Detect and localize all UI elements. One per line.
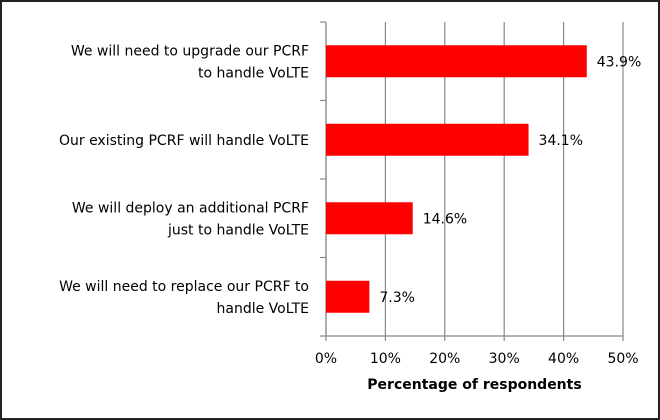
category-label: We will need to upgrade our PCRF <box>71 43 309 59</box>
category-label: We will need to replace our PCRF to <box>59 279 309 295</box>
category-label: Our existing PCRF will handle VoLTE <box>59 133 309 149</box>
category-label: We will deploy an additional PCRF <box>72 200 309 216</box>
data-label: 34.1% <box>539 133 583 149</box>
x-tick-label: 50% <box>607 351 638 367</box>
bar <box>326 45 587 78</box>
category-label: to handle VoLTE <box>198 65 309 81</box>
data-label: 7.3% <box>379 290 415 306</box>
bar <box>326 280 370 313</box>
x-tick-label: 0% <box>315 351 337 367</box>
category-label: just to handle VoLTE <box>167 222 309 238</box>
category-label: handle VoLTE <box>217 301 310 317</box>
data-label: 43.9% <box>597 54 641 70</box>
x-tick-label: 10% <box>370 351 401 367</box>
x-tick-label: 20% <box>429 351 460 367</box>
data-label: 14.6% <box>423 211 467 227</box>
bar <box>326 123 529 156</box>
x-axis-title: Percentage of respondents <box>367 377 581 393</box>
x-tick-label: 30% <box>489 351 520 367</box>
bar <box>326 202 413 235</box>
x-tick-label: 40% <box>548 351 579 367</box>
